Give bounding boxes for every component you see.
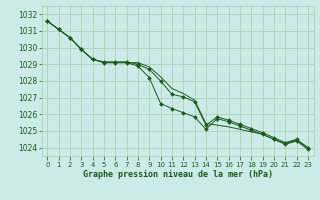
X-axis label: Graphe pression niveau de la mer (hPa): Graphe pression niveau de la mer (hPa) — [83, 170, 273, 179]
